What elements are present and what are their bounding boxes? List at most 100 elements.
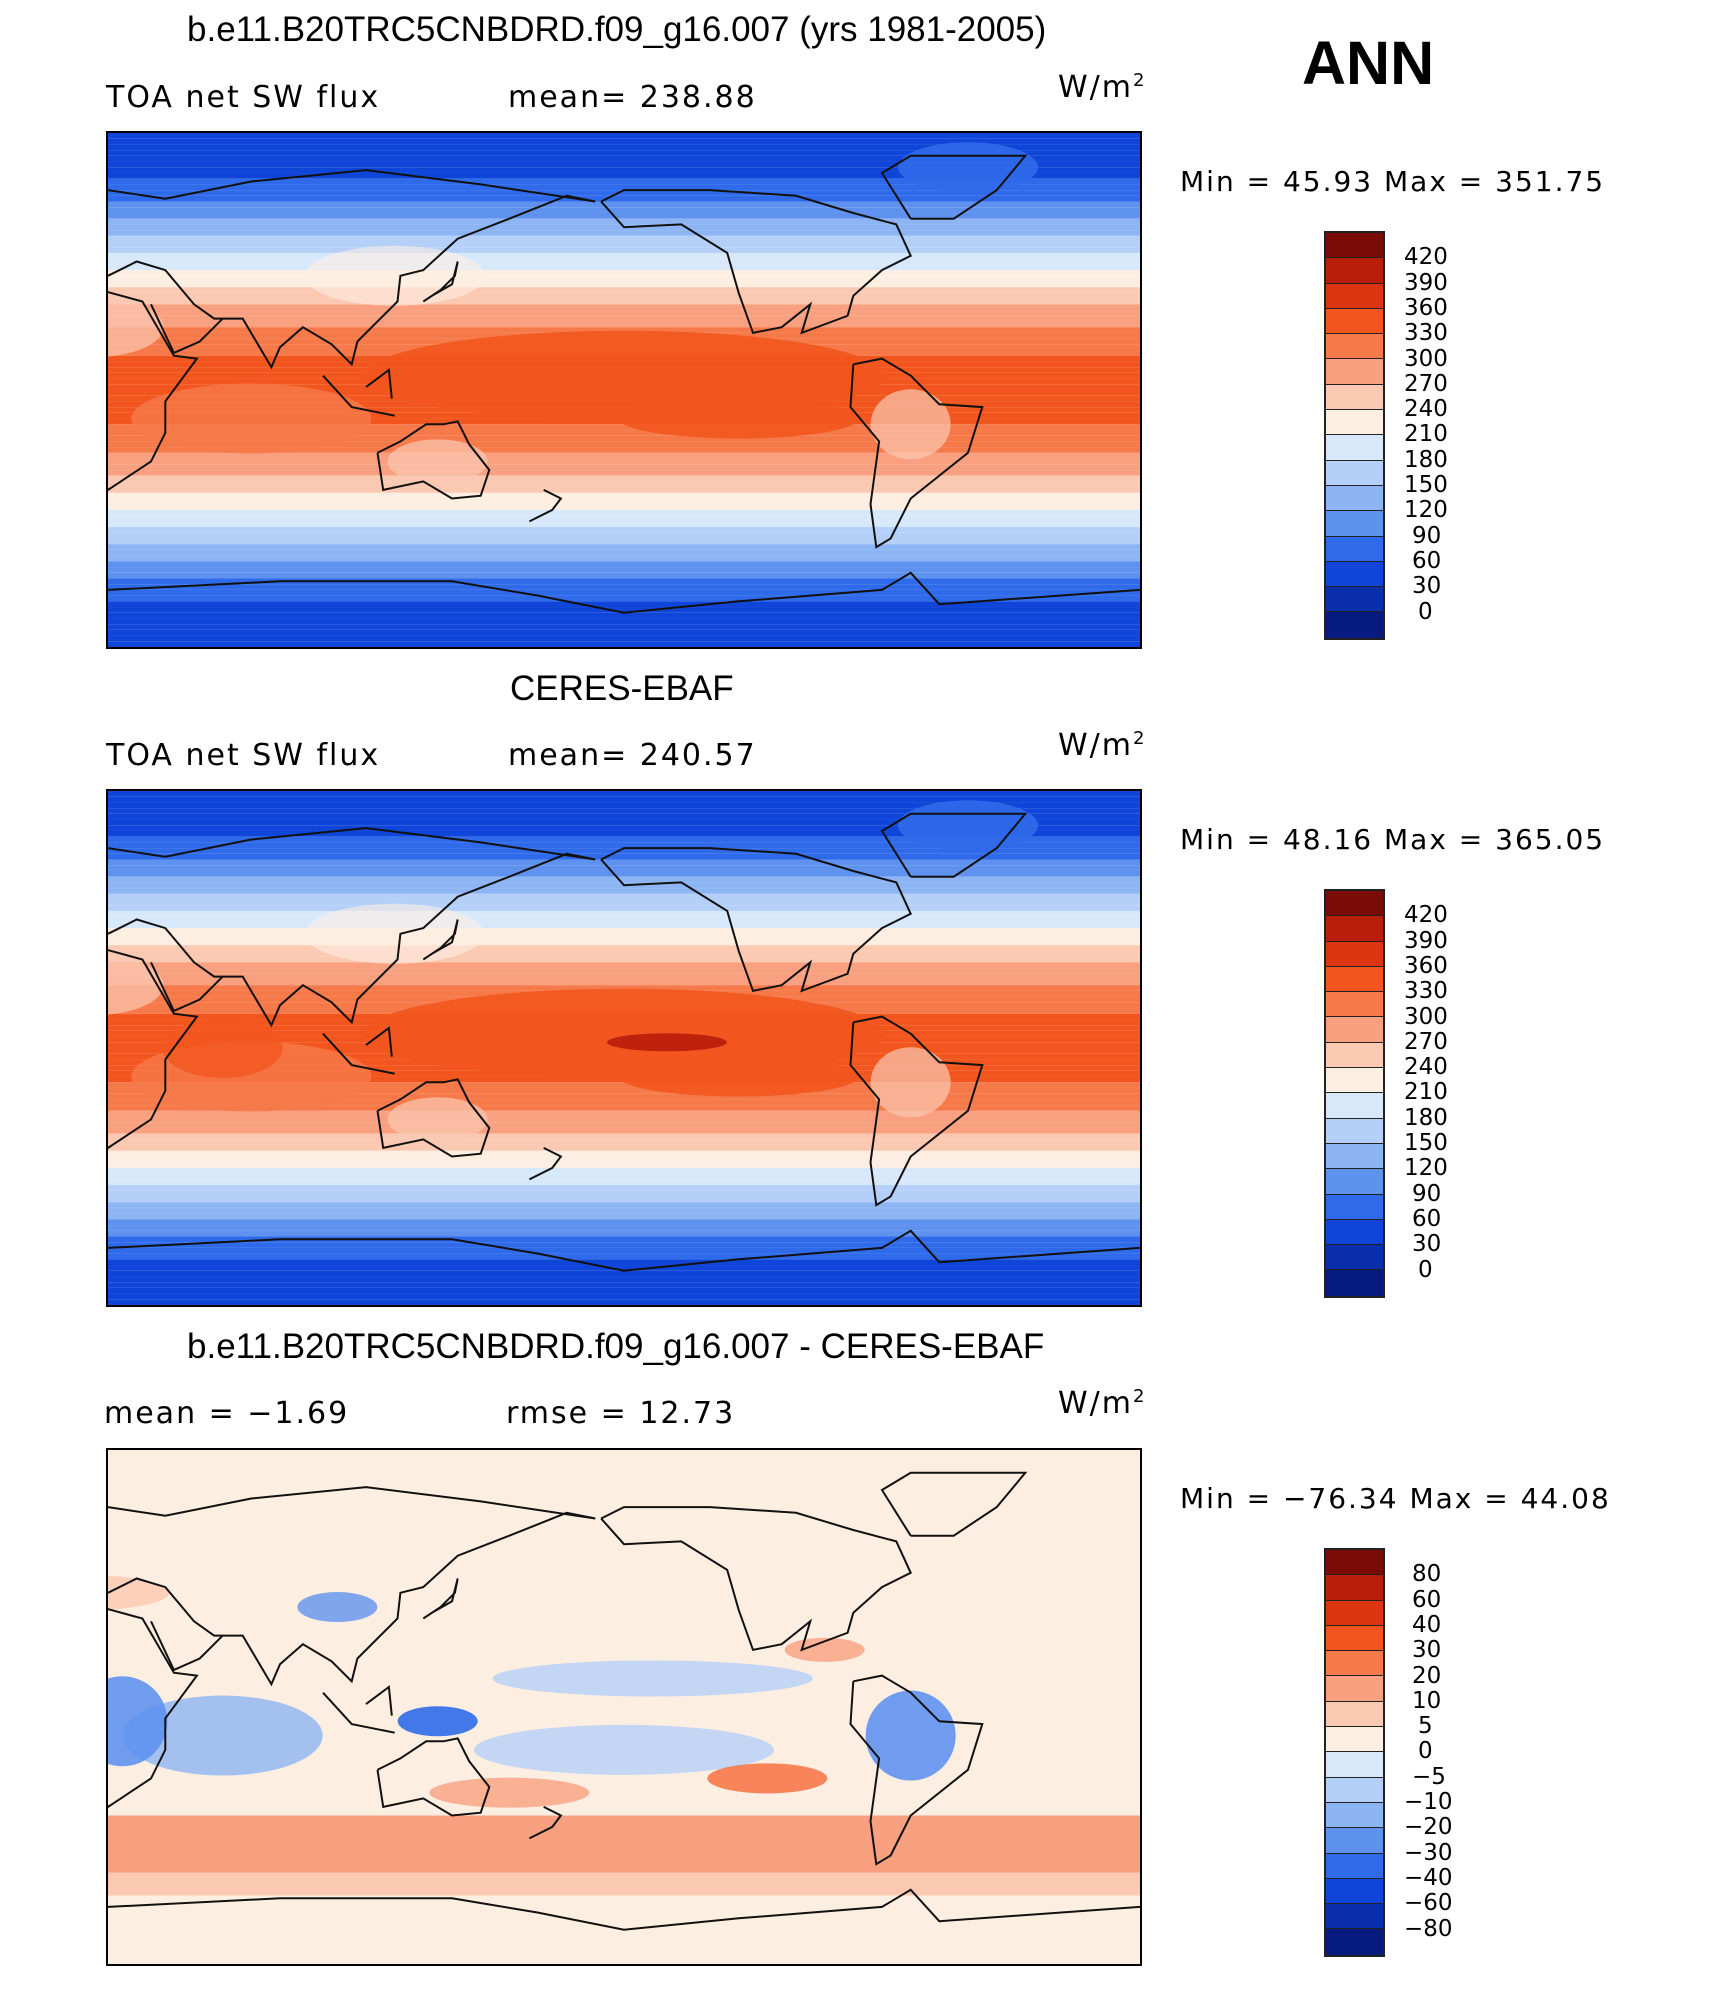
colorbar-tick-label: 120	[1404, 1155, 1448, 1182]
colorbar-tick-label: 330	[1404, 978, 1448, 1005]
colorbar-swatch	[1326, 485, 1383, 512]
colorbar-tick-label: −30	[1404, 1839, 1453, 1866]
colorbar-swatch	[1326, 1169, 1383, 1195]
colorbar-swatch	[1326, 258, 1383, 284]
colorbar-tick-label: 300	[1404, 345, 1448, 372]
colorbar-swatch	[1326, 1575, 1383, 1601]
colorbar-tick-label: 330	[1404, 320, 1448, 347]
colorbar-tick-label: 60	[1412, 1205, 1442, 1232]
colorbar-swatch	[1326, 561, 1383, 588]
colorbar-tick-label: 150	[1404, 1130, 1448, 1156]
colorbar-swatch	[1326, 587, 1383, 613]
colorbar-swatch	[1326, 1550, 1383, 1576]
colorbar-swatch	[1326, 283, 1383, 309]
panel2-map	[106, 789, 1142, 1307]
panel1-units: W/m2	[1058, 70, 1145, 105]
colorbar-tick-label: 270	[1404, 370, 1448, 397]
panel2-variable-label: TOA net SW flux	[106, 738, 381, 773]
colorbar-tick-label: −80	[1404, 1915, 1453, 1942]
panel3-mean-label: mean = −1.69	[104, 1396, 350, 1431]
colorbar-tick-label: 30	[1412, 573, 1442, 600]
colorbar-swatch	[1326, 233, 1383, 259]
colorbar-tick-label: 10	[1412, 1687, 1442, 1714]
colorbar-tick-label: 30	[1412, 1231, 1442, 1258]
colorbar-tick-label: 120	[1404, 497, 1448, 524]
colorbar-tick-label: −10	[1404, 1789, 1453, 1815]
colorbar-swatch	[1326, 1017, 1383, 1043]
panel3-units: W/m2	[1058, 1386, 1145, 1421]
colorbar-swatch	[1326, 941, 1383, 967]
colorbar-swatch	[1326, 460, 1383, 486]
panel2-minmax: Min = 48.16 Max = 365.05	[1180, 823, 1606, 856]
panel3-title: b.e11.B20TRC5CNBDRD.f09_g16.007 - CERES-…	[187, 1327, 1045, 1366]
colorbar-tick-label: 240	[1404, 1054, 1448, 1081]
panel3-map	[106, 1448, 1142, 1966]
colorbar-swatch	[1326, 916, 1383, 942]
colorbar-tick-label: 180	[1404, 1104, 1448, 1131]
colorbar-tick-label: 420	[1404, 902, 1448, 929]
colorbar-tick-label: 360	[1404, 294, 1448, 321]
colorbar-swatch	[1326, 511, 1383, 537]
colorbar-tick-label: 270	[1404, 1028, 1448, 1055]
colorbar-swatch	[1326, 1651, 1383, 1677]
panel2-colorbar	[1324, 889, 1385, 1298]
panel2-mean-label: mean= 240.57	[508, 738, 757, 773]
colorbar-swatch	[1326, 1600, 1383, 1626]
colorbar-swatch	[1326, 1802, 1383, 1829]
colorbar-swatch	[1326, 1042, 1383, 1069]
colorbar-swatch	[1326, 384, 1383, 411]
panel2-units: W/m2	[1058, 728, 1145, 763]
colorbar-tick-label: 0	[1418, 1738, 1433, 1765]
colorbar-swatch	[1326, 1194, 1383, 1220]
colorbar-swatch	[1326, 410, 1383, 436]
colorbar-swatch	[1326, 1752, 1383, 1778]
panel1-map	[106, 131, 1142, 649]
colorbar-tick-label: 180	[1404, 446, 1448, 473]
colorbar-swatch	[1326, 1143, 1383, 1170]
colorbar-tick-label: 40	[1412, 1611, 1442, 1638]
colorbar-tick-label: 360	[1404, 952, 1448, 979]
colorbar-tick-label: 5	[1418, 1713, 1433, 1740]
colorbar-tick-label: −60	[1404, 1890, 1453, 1917]
panel2-title: CERES-EBAF	[510, 669, 734, 708]
colorbar-swatch	[1326, 1245, 1383, 1271]
colorbar-tick-label: 0	[1418, 598, 1433, 625]
colorbar-swatch	[1326, 334, 1383, 360]
colorbar-swatch	[1326, 1118, 1383, 1144]
colorbar-swatch	[1326, 1878, 1383, 1905]
colorbar-tick-label: 210	[1404, 421, 1448, 448]
panel3-minmax: Min = −76.34 Max = 44.08	[1180, 1482, 1611, 1515]
colorbar-swatch	[1326, 992, 1383, 1018]
panel1-title: b.e11.B20TRC5CNBDRD.f09_g16.007 (yrs 198…	[187, 10, 1047, 49]
panel1-colorbar	[1324, 231, 1385, 640]
colorbar-tick-label: 60	[1412, 1586, 1442, 1613]
colorbar-tick-label: 390	[1404, 269, 1448, 296]
season-label: ANN	[1302, 29, 1435, 97]
colorbar-swatch	[1326, 1929, 1383, 1955]
colorbar-tick-label: 240	[1404, 396, 1448, 423]
colorbar-tick-label: 390	[1404, 927, 1448, 954]
colorbar-swatch	[1326, 1270, 1383, 1296]
colorbar-tick-label: 300	[1404, 1003, 1448, 1030]
colorbar-tick-label: 420	[1404, 244, 1448, 271]
panel1-mean-label: mean= 238.88	[508, 80, 757, 115]
colorbar-tick-label: 20	[1412, 1662, 1442, 1689]
colorbar-tick-label: −5	[1412, 1763, 1446, 1790]
colorbar-swatch	[1326, 1727, 1383, 1753]
colorbar-tick-label: −40	[1404, 1864, 1453, 1891]
colorbar-swatch	[1326, 966, 1383, 993]
colorbar-swatch	[1326, 1701, 1383, 1728]
panel3-colorbar	[1324, 1548, 1385, 1957]
colorbar-swatch	[1326, 1068, 1383, 1094]
colorbar-swatch	[1326, 1219, 1383, 1246]
colorbar-swatch	[1326, 1828, 1383, 1854]
colorbar-swatch	[1326, 308, 1383, 335]
colorbar-swatch	[1326, 1904, 1383, 1930]
colorbar-tick-label: −20	[1404, 1814, 1453, 1841]
colorbar-swatch	[1326, 359, 1383, 385]
colorbar-swatch	[1326, 891, 1383, 917]
colorbar-swatch	[1326, 612, 1383, 638]
colorbar-tick-label: 0	[1418, 1256, 1433, 1283]
colorbar-swatch	[1326, 435, 1383, 461]
colorbar-tick-label: 30	[1412, 1637, 1442, 1664]
